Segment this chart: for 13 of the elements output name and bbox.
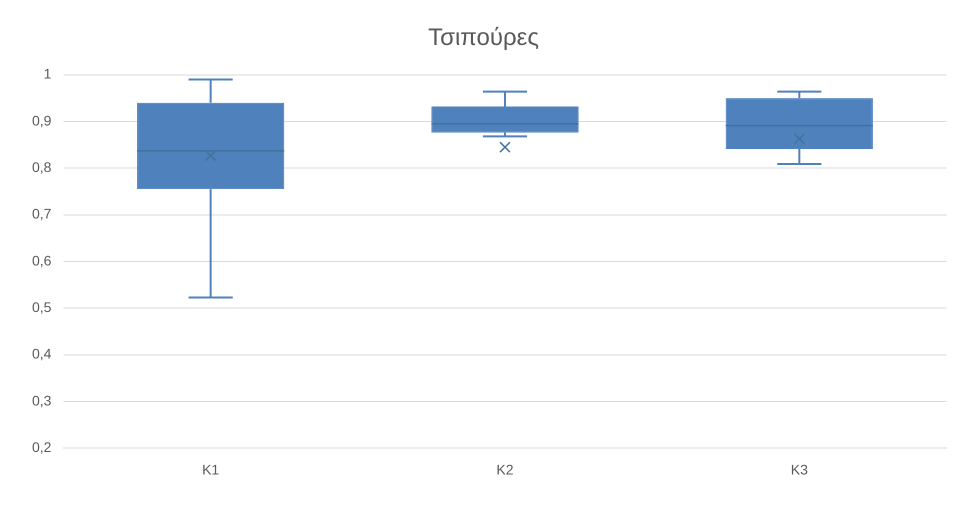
- y-tick-label: 0,2: [32, 439, 52, 456]
- y-tick-label: 0,8: [32, 159, 52, 176]
- y-tick-label: 0,4: [32, 346, 52, 362]
- x-tick-label: K2: [496, 461, 514, 478]
- y-tick-label: 0,3: [32, 392, 52, 408]
- y-tick-label: 0,9: [32, 112, 52, 128]
- chart-title: Τσιπούρες: [428, 24, 539, 52]
- y-tick-label: 0,6: [32, 252, 52, 268]
- y-tick-label: 0,7: [32, 206, 52, 222]
- x-tick-label: K1: [202, 461, 220, 478]
- x-tick-label: K3: [790, 461, 808, 478]
- y-tick-label: 0,5: [32, 299, 52, 316]
- y-tick-label: 1: [44, 66, 52, 82]
